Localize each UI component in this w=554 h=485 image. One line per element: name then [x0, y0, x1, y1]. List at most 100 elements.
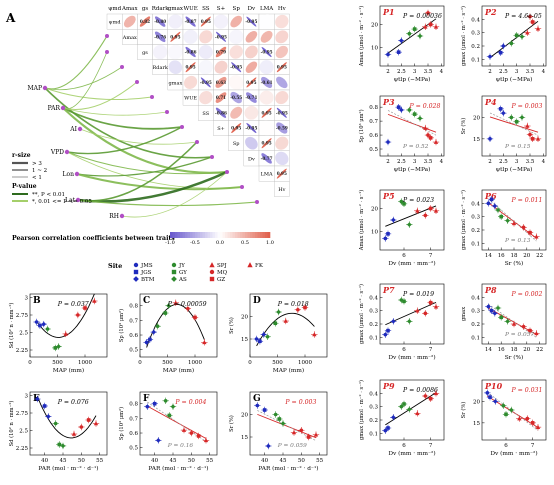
data-point: [79, 425, 84, 429]
x-tick-label: 3: [515, 159, 519, 165]
correlation-value: 0.95: [246, 80, 256, 85]
p-value-text: P = 0.018: [277, 301, 309, 308]
data-point: [530, 421, 535, 425]
data-point: [521, 324, 526, 329]
mantel-link: [77, 199, 258, 207]
colorbar-step: [242, 232, 246, 238]
legend-label: JGS: [140, 270, 152, 276]
correlation-ellipse: [183, 29, 198, 44]
correlation-ellipse: [261, 107, 272, 118]
correlation-value: -0.80: [154, 19, 166, 24]
colorbar-step: [220, 232, 223, 238]
correlation-ellipse: [275, 151, 289, 166]
y-axis-label: Sp (10³ μm²): [118, 407, 125, 440]
data-point: [53, 346, 58, 350]
y-tick-label: 2.5: [19, 429, 28, 435]
x-tick-label: 40: [41, 458, 48, 464]
colorbar-step: [187, 232, 191, 238]
matrix-diag-label: Hv: [278, 187, 285, 193]
scatter-panel-b: B 0 500 1000 2.25 2.5 2.75 3 MAP (mm) Sd (10² n ·…: [8, 293, 108, 374]
correlation-ellipse: [259, 14, 274, 29]
data-point: [155, 438, 161, 443]
colorbar-step: [207, 232, 211, 238]
scatter-panel-f: F 40 45 50 55 0.5 0.6 0.7 0.8 PAR (mol · m⁻² · d⁻…: [118, 391, 218, 472]
x-tick-label: 7: [429, 253, 433, 259]
r-size-label: > 3: [32, 161, 42, 167]
fit-line-dashed: [257, 410, 317, 441]
matrix-col-label: Rdark: [152, 6, 170, 12]
x-axis-label: Dv (mm · mm⁻²): [388, 354, 435, 361]
y-axis-label: Sp (10³ μm²): [358, 109, 365, 142]
correlation-ellipse: [155, 16, 166, 27]
y-tick-label: 3: [25, 296, 29, 302]
y-tick-label: 10: [371, 230, 378, 236]
colorbar-step: [247, 232, 251, 238]
correlation-value: 0.79: [216, 50, 226, 55]
y-tick-label: 0.1: [471, 241, 480, 247]
x-axis-label: PAR (mol · m⁻² · d⁻¹): [148, 465, 208, 472]
y-tick-label: 0.4: [471, 295, 480, 301]
data-point: [189, 431, 194, 435]
correlation-ellipse: [244, 105, 259, 120]
correlation-value: -0.87: [185, 19, 197, 24]
data-point: [415, 308, 420, 313]
panel-title: B: [33, 296, 41, 306]
trait-node: [105, 50, 109, 54]
data-point: [386, 232, 390, 236]
correlation-ellipse: [137, 29, 153, 45]
legend-title: Site: [108, 262, 122, 270]
data-point: [486, 304, 491, 309]
data-point: [53, 421, 58, 426]
correlation-ellipse: [276, 168, 287, 179]
legend-label: MQ: [217, 270, 228, 276]
data-point: [71, 431, 77, 436]
env-node: [119, 213, 125, 219]
x-tick-label: 40: [151, 458, 158, 464]
x-tick-label: 3: [515, 69, 519, 75]
p-value-text: P = 0.003: [284, 399, 316, 406]
data-point: [412, 112, 417, 116]
data-point: [534, 330, 539, 336]
x-tick-label: 50: [298, 458, 305, 464]
data-point: [530, 137, 535, 141]
data-point: [535, 424, 541, 429]
y-tick-label: 3: [25, 394, 29, 400]
data-point: [396, 50, 401, 54]
x-tick-label: 2.5: [499, 159, 508, 165]
data-point: [402, 402, 406, 406]
data-point: [145, 404, 150, 409]
data-point: [45, 327, 50, 331]
x-tick-label: 45: [60, 458, 67, 464]
colorbar-step: [237, 232, 241, 238]
x-tick-label: 50: [78, 458, 85, 464]
data-point: [433, 24, 439, 29]
trait-node: [240, 185, 244, 189]
correlation-ellipse: [215, 107, 227, 118]
data-point: [83, 306, 87, 310]
data-point: [383, 332, 388, 337]
correlation-value: 0.71: [216, 95, 226, 100]
plot-frame: [379, 379, 445, 441]
correlation-ellipse: [153, 44, 168, 60]
correlation-ellipse: [276, 76, 288, 89]
correlation-ellipse: [246, 77, 257, 88]
data-point: [417, 33, 423, 39]
plot-frame: [379, 95, 445, 157]
data-point: [528, 14, 532, 19]
p-value-text: P = 0.037: [57, 301, 89, 308]
data-point: [390, 217, 396, 223]
correlation-value: -0.59: [276, 126, 288, 131]
mantel-link: [121, 171, 228, 218]
env-label: MAP: [27, 85, 42, 92]
y-tick-label: 0.4: [471, 201, 480, 207]
colorbar-tick: 0.5: [241, 240, 249, 246]
colorbar-step: [262, 232, 266, 238]
mantel-link: [62, 51, 108, 110]
data-point: [433, 139, 439, 144]
data-point: [255, 403, 260, 408]
p-value-text: P = 0.00036: [402, 13, 442, 20]
data-point: [415, 208, 420, 213]
p-value-text: P = 0.031: [510, 387, 542, 394]
matrix-cell: [274, 180, 290, 197]
